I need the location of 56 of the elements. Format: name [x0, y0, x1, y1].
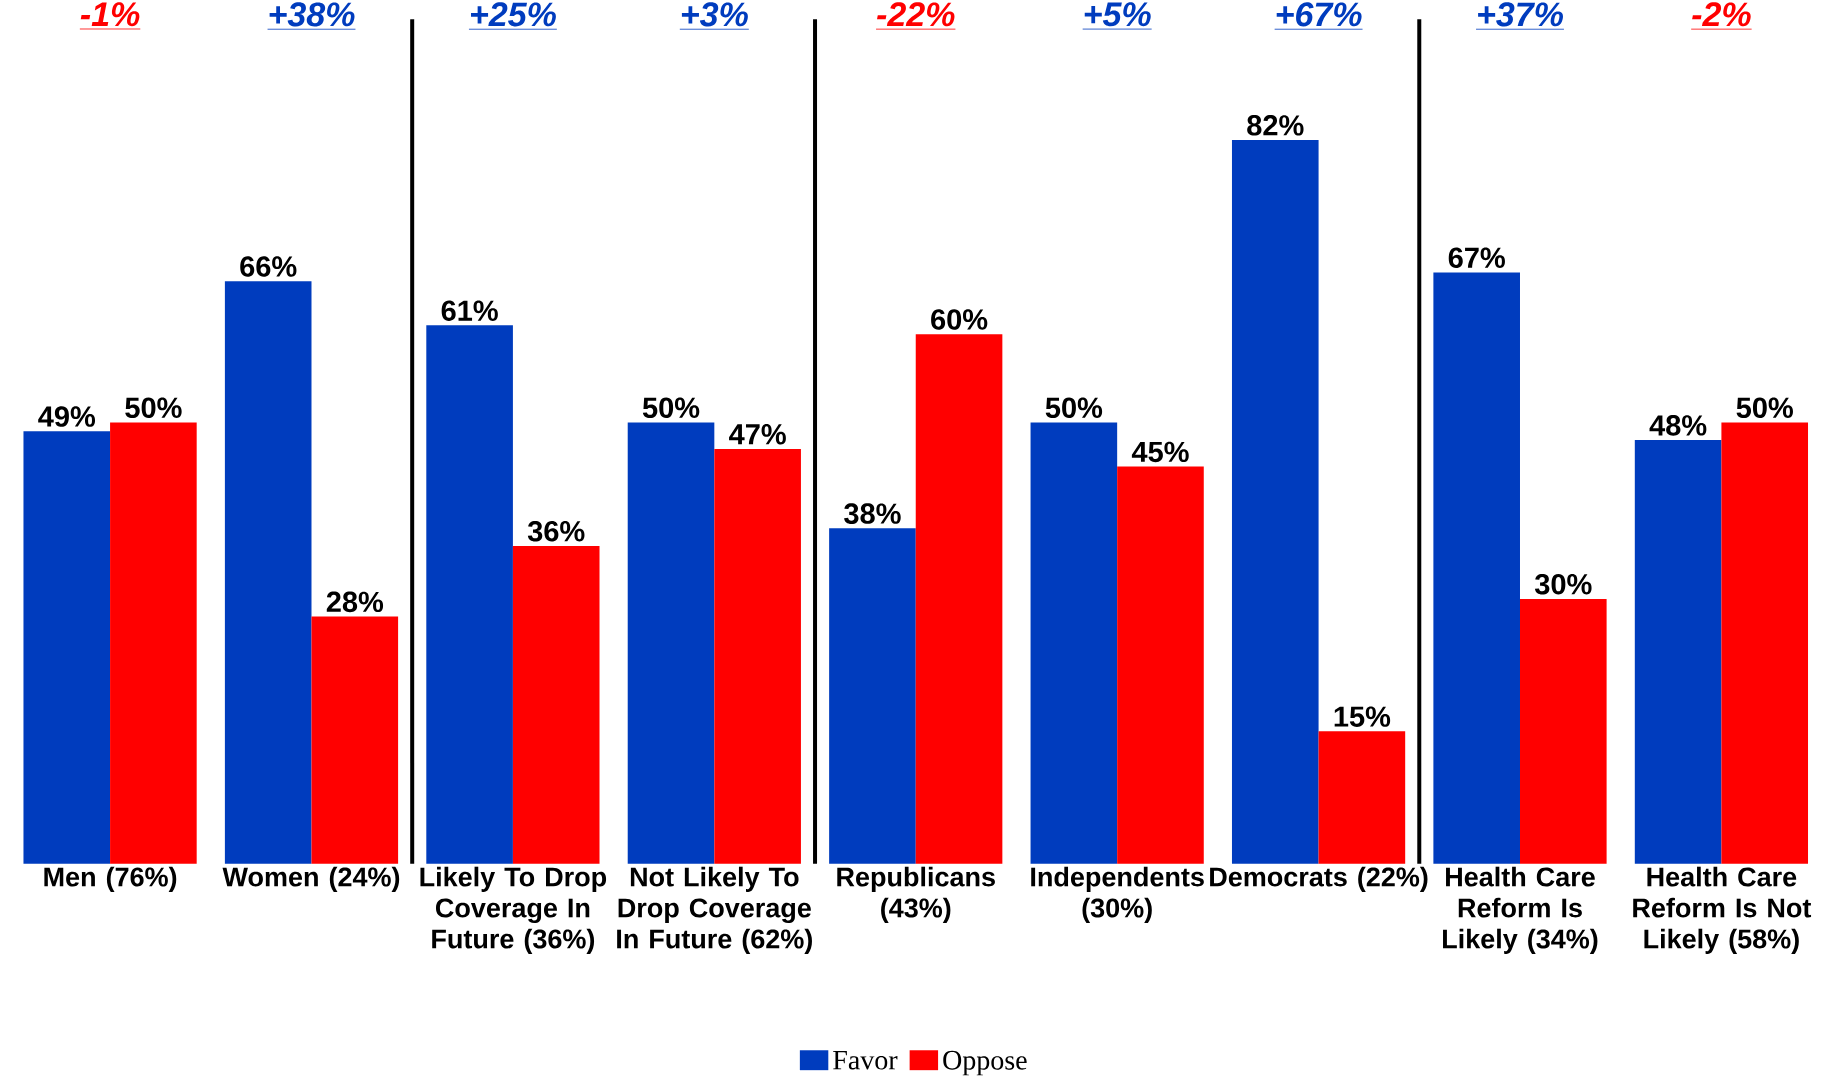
x-tick-label: Health Care Reform Is Not Likely (58%)	[1633, 866, 1812, 954]
data-label: 45%	[1131, 441, 1189, 462]
bar	[512, 545, 600, 864]
data-label: 49%	[38, 406, 96, 427]
data-label: 50%	[125, 397, 182, 418]
legend-label: Favor	[833, 1050, 898, 1070]
data-label: 47%	[729, 423, 786, 445]
bar	[1433, 272, 1520, 864]
x-tick-label: Independents (30%)	[1031, 866, 1204, 923]
bar	[627, 422, 715, 864]
data-label: 82%	[1247, 114, 1304, 136]
data-label: 50%	[642, 397, 700, 418]
bar	[1231, 139, 1319, 864]
bar	[829, 528, 916, 864]
data-label: 60%	[931, 309, 988, 330]
x-tick-label: Health Care Reform Is Likely (34%)	[1443, 866, 1598, 954]
bar	[1318, 731, 1406, 864]
data-label: 38%	[844, 503, 901, 524]
bar	[714, 448, 801, 864]
x-tick-label: Not Likely To Drop Coverage In Future (62%)	[617, 866, 812, 954]
data-label: 61%	[441, 300, 498, 321]
data-label: 50%	[1045, 397, 1103, 418]
text: +25%	[471, 2, 556, 27]
bar	[224, 281, 312, 864]
bar	[1634, 439, 1722, 864]
legend-label: Oppose	[943, 1050, 1027, 1076]
bar	[110, 422, 197, 864]
data-label: 50%	[1736, 397, 1793, 418]
data-label: 36%	[527, 520, 585, 542]
bar	[915, 334, 1003, 864]
data-label: 67%	[1448, 247, 1505, 268]
bar	[23, 431, 111, 864]
bar	[1117, 466, 1204, 864]
text: +38%	[269, 2, 355, 27]
text: -1%	[80, 2, 140, 27]
bar	[311, 616, 399, 864]
x-tick-label: Women (24%)	[222, 866, 400, 892]
data-label: 15%	[1334, 706, 1391, 727]
text: +5%	[1084, 2, 1151, 27]
x-tick-label: Men (76%)	[44, 866, 177, 892]
data-label: 48%	[1649, 414, 1707, 436]
bar	[1030, 422, 1118, 864]
text: +67%	[1276, 2, 1362, 27]
bar	[1519, 598, 1607, 864]
x-tick-label: Democrats (22%)	[1210, 866, 1428, 892]
bar	[426, 325, 513, 864]
x-tick-label: Republicans (43%)	[837, 866, 995, 923]
bar	[1721, 422, 1809, 864]
data-label: 28%	[326, 591, 384, 612]
x-tick-label: Likely To Drop Coverage In Future (36%)	[420, 866, 607, 954]
data-label: 30%	[1534, 573, 1592, 595]
text: +3%	[681, 2, 748, 27]
text: -22%	[877, 2, 955, 27]
text: +37%	[1478, 2, 1563, 27]
text: -2%	[1692, 2, 1751, 27]
data-label: 66%	[240, 256, 297, 277]
